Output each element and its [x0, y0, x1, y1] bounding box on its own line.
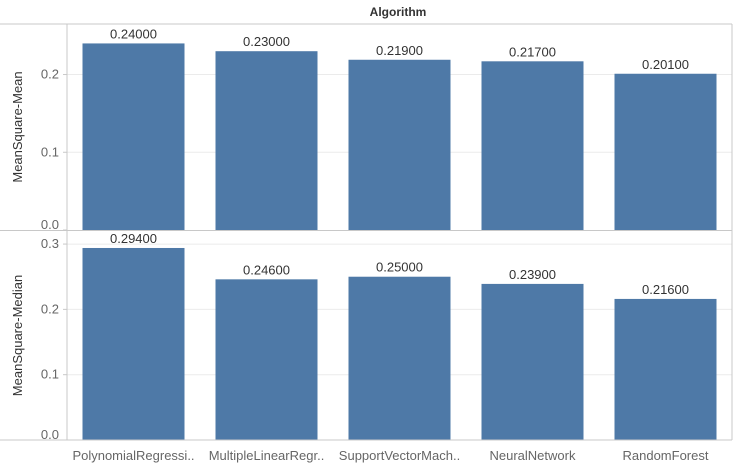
data-label: 0.23900: [509, 267, 556, 282]
y-tick-label: 0.1: [41, 144, 59, 159]
bar: [481, 283, 584, 440]
data-label: 0.29400: [110, 231, 157, 246]
bar: [82, 43, 185, 231]
bar: [215, 279, 318, 440]
data-label: 0.20100: [642, 57, 689, 72]
y-tick-label: 0.0: [41, 427, 59, 442]
bar: [481, 61, 584, 231]
category-label: NeuralNetwork: [490, 448, 576, 463]
category-label: PolynomialRegressi..: [72, 448, 194, 463]
data-label: 0.21700: [509, 44, 556, 59]
chart-panels: 0.0 0.1 0.2 MeanSquare-Mean 0.24000 0.23000 0.…: [10, 26, 732, 442]
bar: [82, 247, 185, 440]
data-label: 0.24000: [110, 26, 157, 41]
bar: [614, 298, 717, 440]
y-tick-label: 0.0: [41, 217, 59, 232]
y-tick-label: 0.1: [41, 367, 59, 382]
category-label: MultipleLinearRegr..: [209, 448, 325, 463]
data-label: 0.21600: [642, 282, 689, 297]
data-label: 0.23000: [243, 34, 290, 49]
y-tick-label: 0.2: [41, 301, 59, 316]
y-tick-label: 0.3: [41, 236, 59, 251]
panel-2: 0.0 0.1 0.2 0.3 MeanSquare-Median 0.29400 0.24…: [10, 231, 732, 442]
bar: [348, 276, 451, 440]
bar: [614, 73, 717, 230]
panel-1: 0.0 0.1 0.2 MeanSquare-Mean 0.24000 0.23000 0.…: [10, 26, 732, 232]
category-label: SupportVectorMach..: [339, 448, 460, 463]
data-label: 0.24600: [243, 262, 290, 277]
category-label: RandomForest: [623, 448, 709, 463]
panel-y-axis-label: MeanSquare-Mean: [10, 71, 25, 182]
data-label: 0.25000: [376, 260, 423, 275]
column-header: Algorithm: [370, 5, 427, 19]
category-axis: PolynomialRegressi.. MultipleLinearRegr..…: [72, 448, 708, 463]
panel-y-axis-label: MeanSquare-Median: [10, 275, 25, 396]
data-label: 0.21900: [376, 43, 423, 58]
y-tick-label: 0.2: [41, 67, 59, 82]
bar: [215, 51, 318, 230]
bar: [348, 59, 451, 231]
